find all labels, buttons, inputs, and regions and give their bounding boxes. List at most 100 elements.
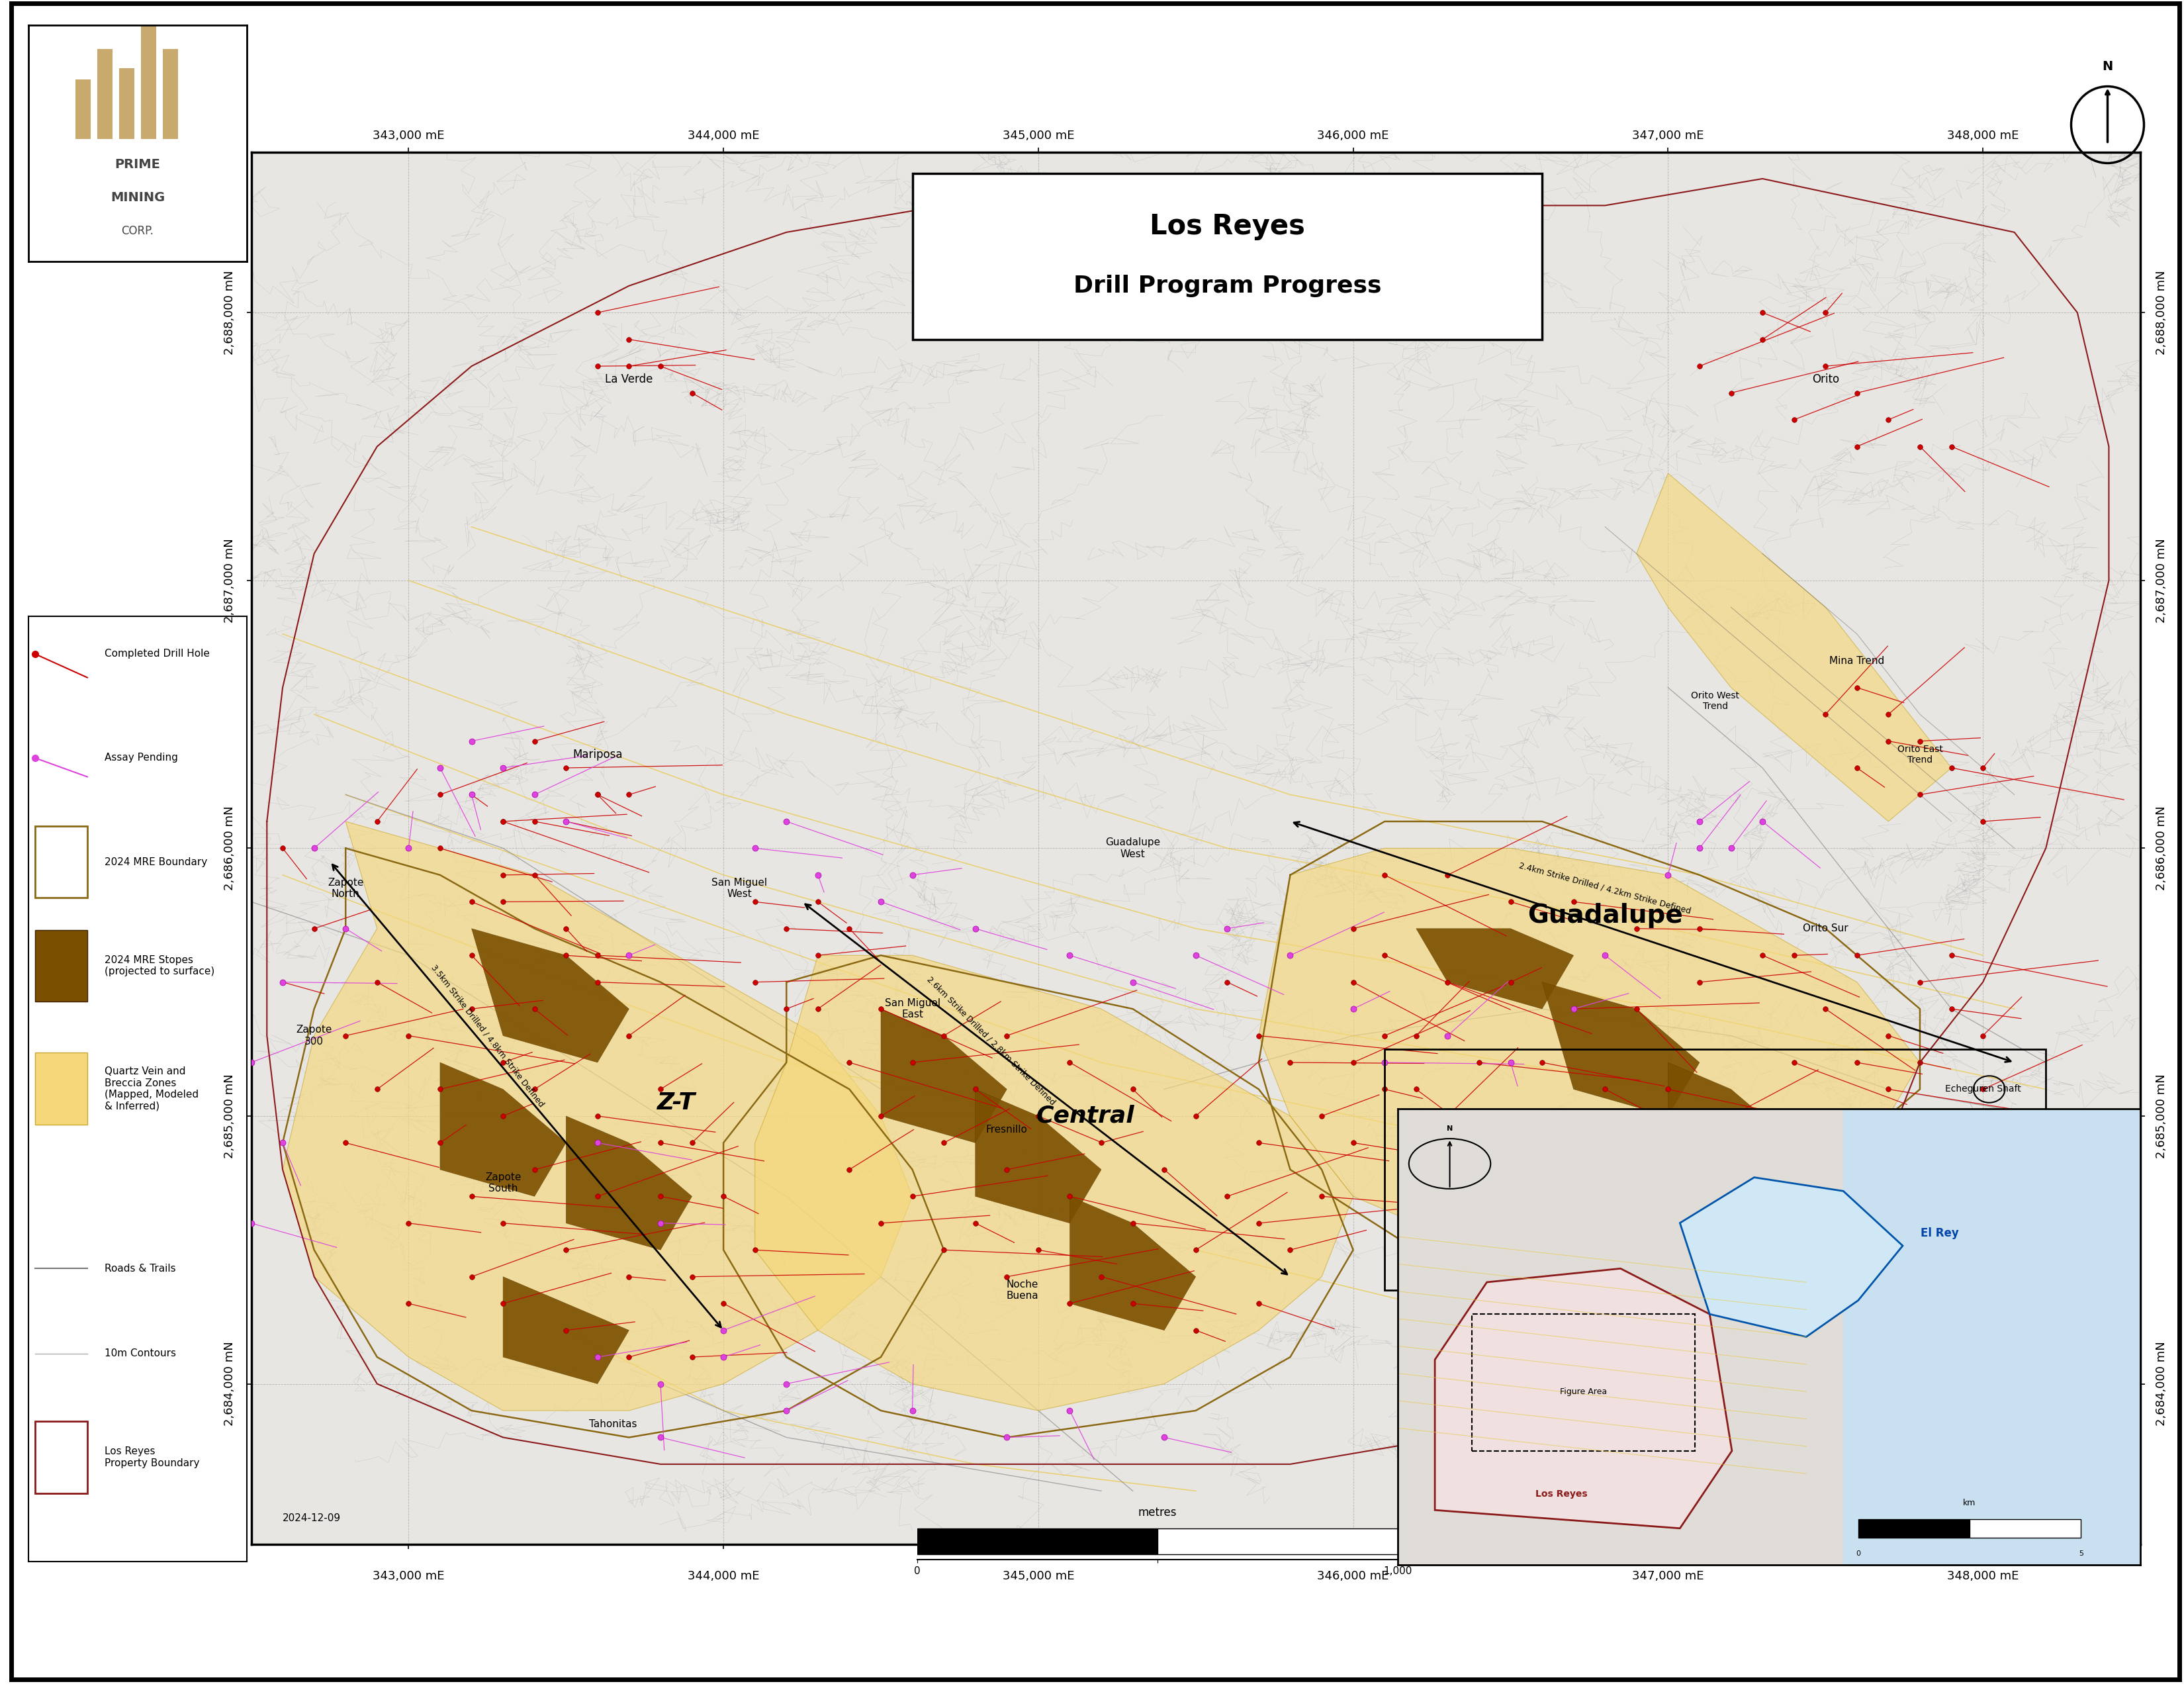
Polygon shape xyxy=(1435,1269,1732,1528)
Text: metres: metres xyxy=(1138,1507,1177,1519)
Text: Guadalupe
West: Guadalupe West xyxy=(1105,837,1160,859)
Text: Orito Sur: Orito Sur xyxy=(1802,923,1848,933)
Text: 2,685,000 mN: 2,685,000 mN xyxy=(2156,1074,2167,1158)
Text: Las Primas: Las Primas xyxy=(1420,1165,1474,1175)
Text: 2,684,000 mN: 2,684,000 mN xyxy=(225,1342,236,1426)
Bar xyxy=(35,1421,87,1494)
Bar xyxy=(1970,1519,2081,1538)
Text: 347,000 mE: 347,000 mE xyxy=(1631,130,1704,142)
Text: Los Reyes: Los Reyes xyxy=(1535,1489,1588,1499)
Text: Quartz Vein and
Breccia Zones
(Mapped, Modeled
& Inferred): Quartz Vein and Breccia Zones (Mapped, M… xyxy=(105,1067,199,1111)
Polygon shape xyxy=(1415,928,1572,1009)
Bar xyxy=(35,1053,87,1124)
Text: 2024-12-09: 2024-12-09 xyxy=(282,1512,341,1523)
Text: 343,000 mE: 343,000 mE xyxy=(373,1570,446,1582)
Text: Completed Drill Hole: Completed Drill Hole xyxy=(105,648,210,658)
Text: MINING: MINING xyxy=(111,191,164,204)
Polygon shape xyxy=(756,955,1354,1411)
Bar xyxy=(162,49,179,138)
Polygon shape xyxy=(880,1009,1007,1143)
Bar xyxy=(917,1528,1158,1555)
Text: km: km xyxy=(1963,1499,1977,1507)
Polygon shape xyxy=(1258,847,1920,1249)
Polygon shape xyxy=(1636,473,1950,822)
Text: Drill Program Progress: Drill Program Progress xyxy=(1072,275,1380,297)
Text: 347,000 mE: 347,000 mE xyxy=(1631,1570,1704,1582)
Bar xyxy=(1859,1519,1970,1538)
Text: 348,000 mE: 348,000 mE xyxy=(1946,1570,2018,1582)
Text: 3.5km Strike Drilled / 4.8km Strike Defined: 3.5km Strike Drilled / 4.8km Strike Defi… xyxy=(430,962,546,1109)
Polygon shape xyxy=(1542,982,1699,1116)
Text: 2.4km Strike Drilled / 4.2km Strike Defined: 2.4km Strike Drilled / 4.2km Strike Defi… xyxy=(1518,861,1693,915)
Text: N: N xyxy=(1446,1126,1452,1131)
Text: El Rey: El Rey xyxy=(1920,1227,1959,1239)
Text: Orito West
Trend: Orito West Trend xyxy=(1690,690,1738,711)
Text: San Miguel
West: San Miguel West xyxy=(712,878,767,900)
Text: 2,684,000 mN: 2,684,000 mN xyxy=(2156,1342,2167,1426)
Text: 345,000 mE: 345,000 mE xyxy=(1002,1570,1075,1582)
Bar xyxy=(1843,1109,2140,1361)
Text: 2,685,000 mN: 2,685,000 mN xyxy=(225,1074,236,1158)
Text: 344,000 mE: 344,000 mE xyxy=(688,130,760,142)
Text: 2,688,000 mN: 2,688,000 mN xyxy=(225,270,236,354)
Text: 345,000 mE: 345,000 mE xyxy=(1002,130,1075,142)
Bar xyxy=(913,174,1542,339)
Text: Zapote
300: Zapote 300 xyxy=(297,1025,332,1047)
Bar xyxy=(74,79,92,138)
Polygon shape xyxy=(472,928,629,1062)
Text: 346,000 mE: 346,000 mE xyxy=(1317,1570,1389,1582)
Text: 2,687,000 mN: 2,687,000 mN xyxy=(225,538,236,623)
Polygon shape xyxy=(441,1062,566,1197)
Polygon shape xyxy=(566,1116,692,1249)
Bar xyxy=(1472,1313,1695,1452)
Text: 343,000 mE: 343,000 mE xyxy=(373,130,446,142)
Text: Guadalupe: Guadalupe xyxy=(1527,903,1682,928)
Text: Z-T: Z-T xyxy=(657,1092,695,1114)
Text: San Miguel
East: San Miguel East xyxy=(885,998,939,1020)
Text: PRIME: PRIME xyxy=(116,159,159,170)
Polygon shape xyxy=(1669,1062,1793,1197)
Text: Orito: Orito xyxy=(1813,373,1839,385)
Text: 2.6km Strike Drilled / 2.8km Strike Defined: 2.6km Strike Drilled / 2.8km Strike Defi… xyxy=(926,976,1057,1107)
Text: Guadalupe
East: Guadalupe East xyxy=(1719,1212,1773,1234)
Text: Assay Pending: Assay Pending xyxy=(105,753,179,763)
Text: 5: 5 xyxy=(2079,1550,2084,1556)
Text: N: N xyxy=(2103,61,2112,73)
Polygon shape xyxy=(1699,1143,1826,1276)
Bar xyxy=(140,20,157,138)
Polygon shape xyxy=(282,822,913,1411)
Text: Orito East
Trend: Orito East Trend xyxy=(1898,744,1944,765)
Text: 2,686,000 mN: 2,686,000 mN xyxy=(225,805,236,891)
Text: Figure Area: Figure Area xyxy=(1559,1388,1607,1396)
Bar xyxy=(1385,1048,2046,1290)
Bar xyxy=(1158,1528,1398,1555)
Bar xyxy=(35,825,87,898)
Bar xyxy=(1398,1109,1843,1565)
Bar xyxy=(35,930,87,1001)
Text: Figure 2: Figure 2 xyxy=(1955,1256,2014,1269)
Text: 2,686,000 mN: 2,686,000 mN xyxy=(2156,805,2167,891)
Text: 0: 0 xyxy=(1856,1550,1861,1556)
Text: 2,687,000 mN: 2,687,000 mN xyxy=(2156,538,2167,623)
Text: Noche
Buena: Noche Buena xyxy=(1007,1280,1040,1301)
Text: Fresnillo: Fresnillo xyxy=(985,1124,1029,1134)
Text: Los Reyes
Property Boundary: Los Reyes Property Boundary xyxy=(105,1447,199,1469)
Text: 2024 MRE Boundary: 2024 MRE Boundary xyxy=(105,858,207,868)
Text: Mina Trend: Mina Trend xyxy=(1830,657,1885,665)
Text: 2,688,000 mN: 2,688,000 mN xyxy=(2156,270,2167,354)
Text: Echeguren Shaft: Echeguren Shaft xyxy=(1946,1085,2020,1094)
Text: 348,000 mE: 348,000 mE xyxy=(1946,130,2018,142)
Text: Los Reyes: Los Reyes xyxy=(1149,213,1306,240)
Polygon shape xyxy=(1679,1178,1902,1337)
Text: 2024 MRE Stopes
(projected to surface): 2024 MRE Stopes (projected to surface) xyxy=(105,955,214,977)
Text: Tahonitas: Tahonitas xyxy=(590,1420,638,1430)
Text: Zapote
South: Zapote South xyxy=(485,1171,522,1193)
Bar xyxy=(96,49,114,138)
Polygon shape xyxy=(502,1276,629,1384)
Text: 10m Contours: 10m Contours xyxy=(105,1349,177,1359)
Text: La Verde: La Verde xyxy=(605,373,653,385)
Text: 344,000 mE: 344,000 mE xyxy=(688,1570,760,1582)
Bar xyxy=(118,68,135,138)
Text: Zapote
North: Zapote North xyxy=(328,878,363,900)
Text: Roads & Trails: Roads & Trails xyxy=(105,1263,177,1273)
